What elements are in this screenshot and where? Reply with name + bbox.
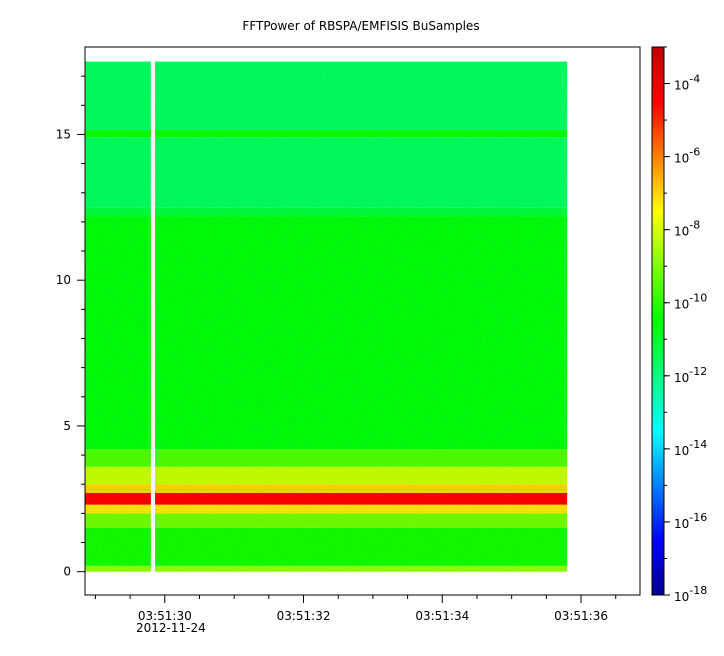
date-label: 2012-11-24 bbox=[136, 621, 206, 635]
x-tick-label: 03:51:32 bbox=[277, 609, 331, 623]
colorbar-tick-label: 10-12 bbox=[674, 365, 707, 385]
colorbar-tick-label: 10-6 bbox=[674, 146, 700, 166]
colorbar-tick-label: 10-4 bbox=[674, 73, 700, 93]
colorbar: 10-4 10-6 10-8 10-10 10-12 10-14 10-16 10-18 bbox=[651, 46, 707, 604]
x-axis: 03:51:30 03:51:32 03:51:34 03:51:36 bbox=[94, 595, 617, 623]
x-tick-label: 03:51:34 bbox=[415, 609, 469, 623]
colorbar-tick-label: 10-8 bbox=[674, 219, 700, 239]
y-tick-label: 15 bbox=[56, 127, 71, 141]
y-axis: 0 5 10 15 bbox=[56, 75, 85, 579]
x-tick-label: 03:51:36 bbox=[554, 609, 608, 623]
plot-frame bbox=[84, 46, 641, 596]
x-tick-label: 03:51:30 bbox=[138, 609, 192, 623]
colorbar-gradient bbox=[651, 46, 665, 596]
colorbar-tick-label: 10-14 bbox=[674, 438, 707, 458]
noise-texture bbox=[85, 61, 568, 572]
colorbar-tick-label: 10-18 bbox=[674, 584, 707, 604]
colorbar-tick-label: 10-16 bbox=[674, 511, 707, 531]
y-tick-label: 5 bbox=[63, 419, 71, 433]
y-tick-label: 10 bbox=[56, 273, 71, 287]
chart-title: FFTPower of RBSPA/EMFISIS BuSamples bbox=[242, 19, 479, 33]
colorbar-tick-label: 10-10 bbox=[674, 292, 707, 312]
y-tick-label: 0 bbox=[63, 565, 71, 579]
heatmap-texture bbox=[85, 61, 568, 572]
